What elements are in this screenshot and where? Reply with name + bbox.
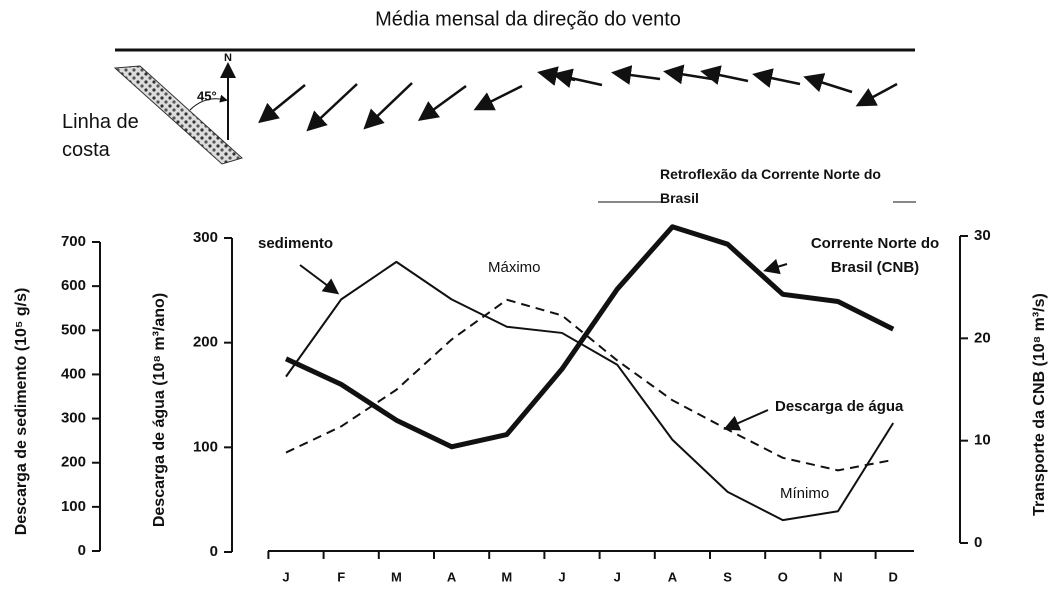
x-tick-label: A xyxy=(447,569,457,584)
label-arrow xyxy=(767,264,787,270)
y-tick-label: 500 xyxy=(61,321,86,338)
x-tick-label: F xyxy=(337,569,345,584)
y-tick-label: 600 xyxy=(61,277,86,294)
wind-arrows xyxy=(262,72,897,128)
annotation: Máximo xyxy=(488,259,541,276)
y-tick-label: 100 xyxy=(61,498,86,515)
y-tick-label: 30 xyxy=(974,227,991,244)
y-tick-label: 0 xyxy=(78,542,86,559)
series-line xyxy=(286,262,893,520)
y-tick-label: 300 xyxy=(193,229,218,246)
axis-title: Descarga de sedimento (10⁵ g/s) xyxy=(13,288,30,536)
x-tick-label: N xyxy=(833,569,842,584)
axis-title: Transporte da CNB (10⁸ m³/s) xyxy=(1031,293,1048,516)
x-tick-label: M xyxy=(391,569,402,584)
y-tick-label: 700 xyxy=(61,233,86,250)
series-label: sedimento xyxy=(258,235,333,252)
x-tick-label: J xyxy=(614,569,621,584)
axis-title: Descarga de água (10⁸ m³/ano) xyxy=(151,293,168,527)
x-tick-label: D xyxy=(889,569,898,584)
x-tick-label: J xyxy=(282,569,289,584)
y-tick-label: 200 xyxy=(193,334,218,351)
y-tick-label: 20 xyxy=(974,329,991,346)
retroflection-label: Retroflexão da Corrente Norte do Brasil xyxy=(660,162,900,210)
series-label-box: Corrente Norte do Brasil (CNB) xyxy=(790,232,960,284)
label-arrow xyxy=(300,265,336,292)
retroflection-box: Retroflexão da Corrente Norte do Brasil xyxy=(660,162,900,214)
coast-label-box: Linha de costa xyxy=(62,108,172,168)
y-tick-label: 100 xyxy=(193,438,218,455)
y-tick-label: 0 xyxy=(974,534,982,551)
y-tick-label: 0 xyxy=(210,543,218,560)
coast-label: Linha de costa xyxy=(62,108,172,164)
north-label: N xyxy=(224,52,232,64)
series-label: Descarga de água xyxy=(775,398,904,415)
wind-title: Média mensal da direção do vento xyxy=(375,8,681,30)
x-tick-label: S xyxy=(723,569,732,584)
angle-label: 45° xyxy=(197,88,217,103)
y-tick-label: 10 xyxy=(974,432,991,449)
y-tick-label: 300 xyxy=(61,410,86,427)
y-tick-label: 200 xyxy=(61,454,86,471)
series-label: Corrente Norte do Brasil (CNB) xyxy=(790,232,960,280)
chart: Média mensal da direção do vento N 45° L… xyxy=(0,0,1056,590)
x-tick-label: A xyxy=(668,569,678,584)
x-tick-label: J xyxy=(558,569,565,584)
y-tick-label: 400 xyxy=(61,365,86,382)
label-arrow xyxy=(727,410,768,428)
x-tick-label: O xyxy=(778,569,788,584)
annotation: Mínimo xyxy=(780,485,829,502)
x-tick-label: M xyxy=(501,569,512,584)
